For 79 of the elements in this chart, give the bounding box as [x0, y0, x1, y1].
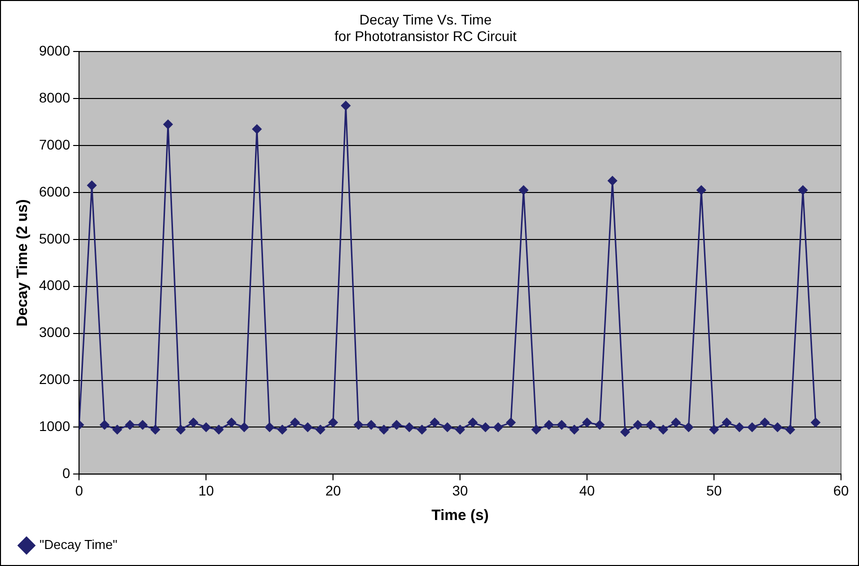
x-tick-label: 50	[706, 482, 722, 498]
point	[620, 426, 630, 437]
point	[785, 424, 796, 435]
chart-title: Decay Time Vs. Time for Phototransistor RC Circuit	[334, 11, 517, 44]
x-tick-label: 20	[325, 482, 342, 498]
y-tick-label: 9000	[38, 42, 70, 58]
point	[658, 424, 668, 435]
point	[544, 420, 554, 430]
point	[569, 424, 580, 435]
point	[378, 424, 389, 435]
point	[506, 418, 516, 428]
point	[760, 418, 770, 428]
point	[480, 422, 490, 432]
point	[100, 420, 110, 430]
point	[798, 185, 808, 196]
x-tick-label: 10	[198, 482, 214, 498]
point	[290, 418, 300, 428]
point	[722, 418, 732, 428]
y-tick-label: 7000	[38, 136, 70, 152]
point	[252, 124, 262, 134]
point	[430, 418, 440, 428]
point	[709, 424, 720, 435]
point	[442, 422, 452, 432]
point	[670, 418, 681, 428]
point	[392, 420, 402, 430]
point	[239, 422, 250, 432]
y-tick-label: 5000	[38, 230, 70, 246]
point	[632, 420, 643, 430]
point	[684, 422, 694, 432]
point	[264, 422, 275, 432]
point	[277, 424, 288, 435]
point	[556, 420, 567, 430]
point	[226, 418, 237, 428]
point	[86, 180, 97, 190]
y-tick-label: 1000	[38, 418, 70, 434]
point	[176, 424, 186, 435]
x-tick-label: 40	[579, 482, 596, 498]
y-tick-label: 0	[62, 465, 70, 482]
point	[607, 176, 618, 186]
x-axis-title: Time (s)	[431, 507, 489, 524]
point	[302, 422, 313, 432]
point	[696, 185, 706, 196]
point	[582, 418, 592, 428]
point	[416, 424, 427, 435]
y-tick-label: 8000	[38, 89, 70, 106]
y-tick-label: 2000	[38, 371, 70, 388]
point	[353, 420, 364, 430]
point	[214, 424, 224, 435]
point	[188, 418, 198, 428]
point	[366, 420, 376, 430]
point	[594, 420, 605, 430]
point	[112, 424, 122, 435]
legend-label: "Decay Time"	[40, 537, 118, 552]
point	[315, 424, 326, 435]
point	[404, 422, 414, 432]
point	[518, 185, 529, 196]
y-tick-label: 4000	[38, 277, 70, 294]
point	[747, 422, 758, 432]
y-tick-label: 6000	[38, 183, 70, 200]
point	[646, 420, 656, 430]
y-tick-label: 3000	[38, 324, 70, 340]
point	[468, 418, 478, 428]
point	[163, 119, 174, 130]
point	[340, 100, 351, 111]
point	[734, 422, 744, 432]
x-tick-label: 30	[452, 482, 468, 498]
point	[531, 424, 542, 435]
point	[810, 418, 821, 428]
point	[772, 422, 783, 432]
point	[493, 422, 504, 432]
x-tick-label: 60	[833, 482, 849, 498]
point	[328, 418, 338, 428]
y-axis-title: Decay Time (2 us)	[14, 199, 32, 327]
point	[124, 420, 135, 430]
x-tick-label: 0	[75, 482, 84, 498]
point	[455, 424, 466, 435]
point	[138, 420, 148, 430]
point	[150, 424, 160, 435]
point	[201, 422, 212, 432]
